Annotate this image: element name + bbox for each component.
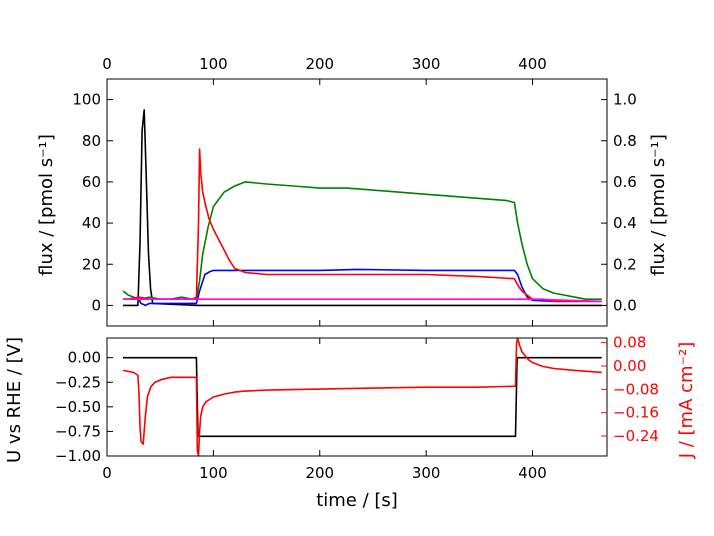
y-tick-label-right: 0.0	[613, 296, 637, 314]
series-line-0	[123, 109, 602, 307]
y-tick-label-left: −1.00	[55, 447, 101, 465]
svg-text:flux / [pmol s⁻¹]: flux / [pmol s⁻¹]	[36, 134, 57, 276]
y-tick-label-right: 0.00	[613, 357, 646, 375]
y-tick-label-left: 60	[82, 173, 101, 191]
series-group	[122, 338, 602, 456]
y-tick-label-right: 0.08	[613, 334, 646, 352]
x-tick-label-top: 200	[305, 55, 334, 73]
x-tick-label-bottom: 200	[305, 464, 334, 482]
x-tick-label-bottom: 300	[412, 464, 441, 482]
y-tick-label-left: 100	[72, 91, 101, 109]
bottom-y-label-right: J / [mA cm⁻²]	[676, 342, 697, 460]
y-tick-label-right: −0.24	[613, 427, 659, 445]
svg-text:flux / [pmol s⁻¹]: flux / [pmol s⁻¹]	[648, 134, 669, 276]
y-tick-label-right: 0.8	[613, 132, 637, 150]
top-y-label-right: flux / [pmol s⁻¹]	[648, 134, 669, 276]
x-tick-label-top: 100	[199, 55, 228, 73]
y-tick-label-right: −0.16	[613, 404, 659, 422]
series-group	[122, 109, 602, 307]
svg-text:U vs RHE / [V]: U vs RHE / [V]	[4, 337, 25, 463]
series-line-4	[123, 298, 602, 303]
x-axis-label: time / [s]	[316, 490, 398, 511]
y-tick-label-left: −0.25	[55, 373, 101, 391]
bottom-potential-plot: 0 100 200 300 400 −1.00 −0.75 −0.50 −0.25 0.00 −0.…	[55, 334, 659, 482]
y-tick-label-right: 0.4	[613, 214, 637, 232]
y-tick-label-left: 20	[82, 255, 101, 273]
plot-frame	[106, 78, 608, 327]
y-tick-label-right: 1.0	[613, 91, 637, 109]
plot-frame	[106, 337, 608, 457]
y-tick-label-left: 80	[82, 132, 101, 150]
y-tick-label-left: −0.50	[55, 398, 101, 416]
x-tick-label-top: 400	[518, 55, 547, 73]
series-line-2	[122, 181, 602, 301]
y-tick-label-right: 0.2	[613, 255, 637, 273]
top-y-label-left: flux / [pmol s⁻¹]	[36, 134, 57, 276]
x-tick-label-bottom: 0	[102, 464, 112, 482]
x-tick-label-bottom: 400	[518, 464, 547, 482]
x-tick-label-bottom: 100	[199, 464, 228, 482]
top-flux-plot: 0 100 200 300 4000204060801000.00.20.40.60.8…	[72, 55, 637, 327]
y-tick-label-left: 40	[82, 214, 101, 232]
svg-text:J / [mA cm⁻²]: J / [mA cm⁻²]	[676, 342, 697, 460]
bottom-y-label-left: U vs RHE / [V]	[4, 337, 25, 463]
y-tick-label-left: 0	[91, 296, 101, 314]
y-tick-label-left: 0.00	[68, 349, 101, 367]
y-tick-label-left: −0.75	[55, 422, 101, 440]
series-line-3	[123, 148, 602, 303]
series-line-1	[122, 338, 602, 456]
y-tick-label-right: −0.08	[613, 380, 659, 398]
x-tick-label-top: 300	[412, 55, 441, 73]
y-tick-label-right: 0.6	[613, 173, 637, 191]
series-line-0	[123, 356, 602, 438]
x-tick-label-top: 0	[102, 55, 112, 73]
